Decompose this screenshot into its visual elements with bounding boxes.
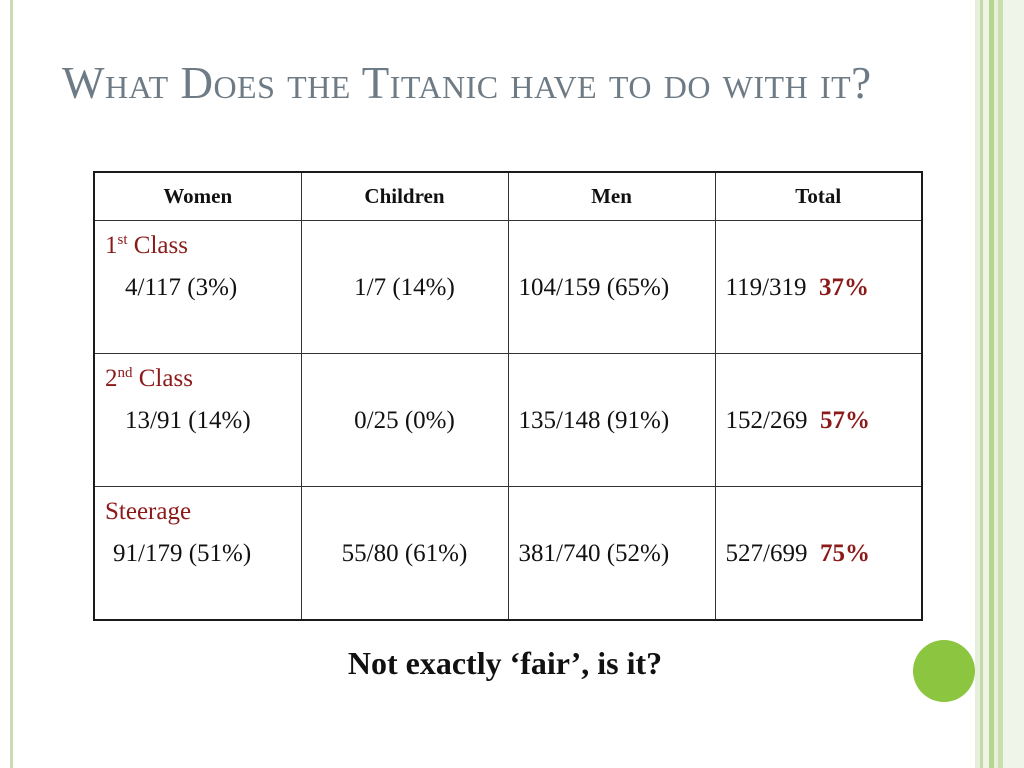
total-cell: 527/699 75% xyxy=(714,486,923,621)
total-cell: 119/319 37% xyxy=(714,220,923,354)
total-value: 152/269 57% xyxy=(725,407,870,434)
survival-table: Women Children Men Total 1st Class 4/117… xyxy=(93,171,923,621)
table-header-row: Women Children Men Total xyxy=(93,171,923,221)
women-cell: Steerage 91/179 (51%) xyxy=(93,486,302,621)
table-row: 1st Class 4/117 (3%) 1/7 (14%) 104/159 (… xyxy=(93,220,923,354)
table-row: 2nd Class 13/91 (14%) 0/25 (0%) 135/148 … xyxy=(93,353,923,487)
total-value: 119/319 37% xyxy=(725,274,870,301)
men-cell: 135/148 (91%) xyxy=(507,353,716,487)
children-cell: 1/7 (14%) xyxy=(300,220,509,354)
header-women: Women xyxy=(93,171,302,221)
class-label: 1st Class xyxy=(105,232,188,259)
children-cell: 0/25 (0%) xyxy=(300,353,509,487)
total-percent: 57% xyxy=(819,407,870,434)
slide-title: What Does the Titanic have to do with it… xyxy=(62,58,872,108)
men-cell: 104/159 (65%) xyxy=(507,220,716,354)
header-children: Children xyxy=(300,171,509,221)
decorative-stripe xyxy=(1003,0,1024,768)
table-row: Steerage 91/179 (51%) 55/80 (61%) 381/74… xyxy=(93,486,923,621)
footer-caption: Not exactly ‘fair’, is it? xyxy=(347,645,663,681)
class-label: Steerage xyxy=(105,498,192,525)
women-value: 4/117 (3%) xyxy=(125,274,238,301)
total-percent: 75% xyxy=(819,540,870,567)
header-total: Total xyxy=(714,171,923,221)
children-cell: 55/80 (61%) xyxy=(300,486,509,621)
children-value: 1/7 (14%) xyxy=(354,274,455,301)
decorative-stripe xyxy=(994,0,998,768)
men-cell: 381/740 (52%) xyxy=(507,486,716,621)
decorative-stripe xyxy=(998,0,1003,768)
left-accent-line xyxy=(10,0,13,768)
decorative-stripe xyxy=(980,0,983,768)
green-circle-decoration xyxy=(913,640,975,702)
women-value: 13/91 (14%) xyxy=(125,407,251,434)
men-value: 135/148 (91%) xyxy=(518,407,670,434)
total-percent: 37% xyxy=(819,274,870,301)
decorative-stripe xyxy=(983,0,989,768)
men-value: 381/740 (52%) xyxy=(518,540,670,567)
total-cell: 152/269 57% xyxy=(714,353,923,487)
decorative-stripe xyxy=(989,0,994,768)
total-value: 527/699 75% xyxy=(725,540,870,567)
men-value: 104/159 (65%) xyxy=(518,274,670,301)
header-men: Men xyxy=(507,171,716,221)
women-cell: 1st Class 4/117 (3%) xyxy=(93,220,302,354)
children-value: 0/25 (0%) xyxy=(354,407,455,434)
women-value: 91/179 (51%) xyxy=(113,540,252,567)
decorative-stripe xyxy=(975,0,980,768)
children-value: 55/80 (61%) xyxy=(341,540,468,567)
class-label: 2nd Class xyxy=(105,365,193,392)
women-cell: 2nd Class 13/91 (14%) xyxy=(93,353,302,487)
